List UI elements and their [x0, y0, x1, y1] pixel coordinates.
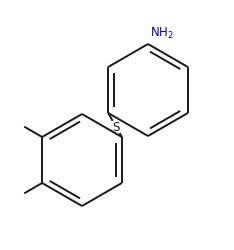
Text: NH$_2$: NH$_2$ [150, 26, 174, 41]
Text: S: S [112, 121, 120, 134]
